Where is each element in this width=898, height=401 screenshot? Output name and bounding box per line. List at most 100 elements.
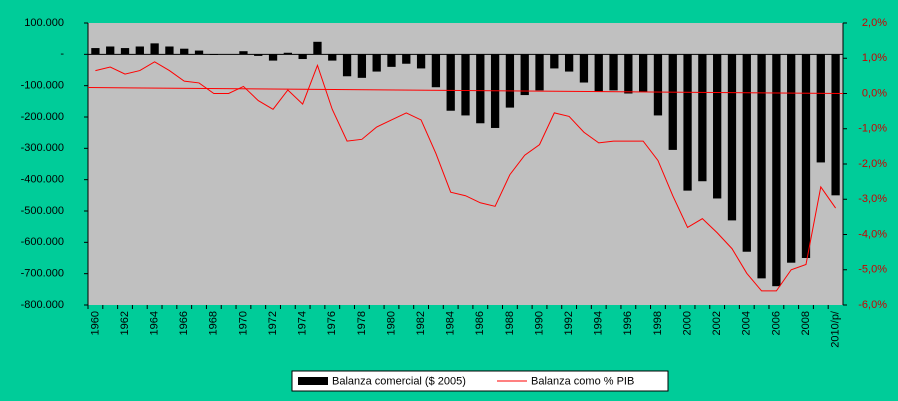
bar: [268, 54, 278, 61]
bar: [787, 54, 796, 263]
bar: [609, 54, 618, 91]
bar: [461, 54, 470, 116]
x-tick-label: 1998: [652, 311, 664, 335]
x-tick-label: 2000: [681, 311, 693, 335]
x-tick-label: 1982: [415, 311, 427, 335]
bar: [550, 54, 559, 69]
y2-tick-label: 1,0%: [862, 52, 887, 64]
x-tick-label: 1960: [89, 311, 101, 335]
bar: [520, 54, 529, 96]
x-tick-label: 1976: [326, 311, 338, 335]
bar: [328, 54, 337, 61]
bar: [298, 54, 307, 60]
y-tick-label: -100.000: [21, 80, 64, 92]
bar: [431, 54, 441, 88]
y-tick-label: -300.000: [21, 142, 64, 154]
y-tick-label: -: [60, 48, 64, 60]
x-tick-label: 1966: [178, 311, 190, 335]
y2-tick-label: 0,0%: [862, 87, 887, 99]
y2-tick-label: -6,0%: [858, 299, 887, 311]
y-tick-label: -700.000: [21, 268, 64, 280]
bar: [120, 48, 130, 55]
bar: [446, 54, 455, 111]
y-tick-label: -200.000: [21, 111, 64, 123]
line-series: [95, 61, 837, 292]
y2-tick-label: -4,0%: [858, 228, 887, 240]
bar: [150, 43, 159, 55]
x-tick-label: 1988: [504, 311, 516, 335]
bar: [254, 54, 263, 56]
bar: [713, 54, 722, 199]
y-tick-label: 100.000: [24, 17, 64, 29]
bar: [772, 54, 781, 287]
bar: [505, 54, 515, 108]
bar: [135, 46, 144, 55]
legend-label: Balanza comercial ($ 2005): [332, 375, 466, 387]
y2-tick-label: -2,0%: [858, 158, 887, 170]
bar: [476, 54, 485, 124]
x-tick-label: 1972: [267, 311, 279, 335]
x-tick-label: 1984: [445, 311, 457, 335]
legend-box: [291, 370, 669, 392]
bar: [180, 48, 189, 55]
x-tick-label: 2004: [741, 311, 753, 335]
y2-tick-label: -5,0%: [858, 264, 887, 276]
bar: [594, 54, 603, 92]
bar: [106, 46, 115, 55]
trendline: [87, 87, 844, 94]
x-tick-label: 1964: [149, 311, 161, 335]
bar: [653, 54, 663, 116]
bar: [801, 54, 811, 259]
bar: [194, 50, 204, 55]
x-tick-label: 2010/p/: [830, 310, 842, 348]
bar: [624, 54, 633, 94]
bar: [313, 41, 322, 55]
bar: [742, 54, 751, 252]
y2-tick-label: -1,0%: [858, 123, 887, 135]
bar: [239, 51, 248, 55]
bar: [668, 54, 677, 150]
bar: [816, 54, 825, 163]
bar: [91, 48, 100, 55]
legend-swatch: [298, 377, 328, 385]
x-tick-label: 1992: [563, 311, 575, 335]
x-tick-label: 2002: [711, 311, 723, 335]
bar: [402, 54, 411, 64]
bar: [639, 54, 648, 92]
y2-tick-label: -3,0%: [858, 193, 887, 205]
bar: [757, 54, 766, 279]
x-tick-label: 2006: [770, 311, 782, 335]
bar: [579, 54, 589, 83]
y-tick-label: -800.000: [21, 299, 64, 311]
x-tick-label: 1978: [356, 311, 368, 335]
bar: [372, 54, 381, 72]
bar: [683, 54, 692, 191]
bar: [698, 54, 707, 182]
x-tick-label: 2008: [800, 311, 812, 335]
x-tick-label: 1986: [474, 311, 486, 335]
bar: [727, 54, 737, 221]
x-tick-label: 1996: [622, 311, 634, 335]
x-tick-label: 1970: [237, 311, 249, 335]
bar: [283, 52, 292, 55]
x-tick-label: 1990: [533, 311, 545, 335]
bar: [831, 54, 840, 196]
bar: [535, 54, 544, 91]
bar: [416, 54, 426, 69]
bar: [342, 54, 352, 77]
x-tick-label: 1974: [297, 311, 309, 335]
x-tick-label: 1994: [593, 311, 605, 335]
bar: [165, 46, 174, 55]
bar: [387, 54, 396, 67]
x-tick-label: 1980: [385, 311, 397, 335]
x-tick-label: 1962: [119, 311, 131, 335]
y-tick-label: -600.000: [21, 236, 64, 248]
y2-tick-label: 2,0%: [862, 17, 887, 29]
legend-label: Balanza como % PIB: [531, 375, 634, 387]
x-tick-label: 1968: [208, 311, 220, 335]
y-tick-label: -400.000: [21, 174, 64, 186]
bar: [357, 54, 367, 78]
bar: [564, 54, 574, 72]
y-tick-label: -500.000: [21, 205, 64, 217]
